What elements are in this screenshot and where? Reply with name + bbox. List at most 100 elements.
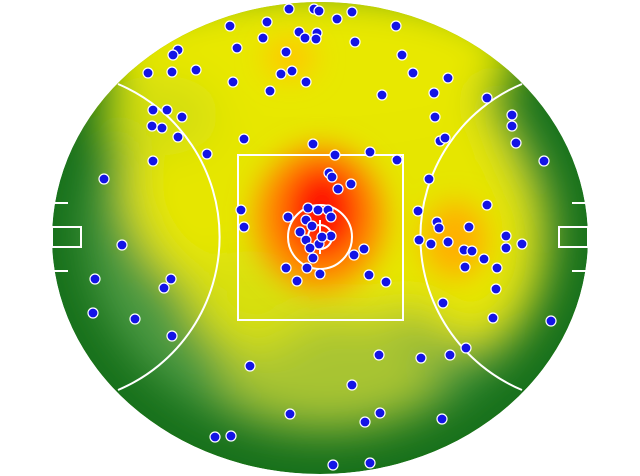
point	[363, 269, 375, 281]
point	[376, 89, 388, 101]
heatmap	[52, 2, 588, 474]
point	[413, 234, 425, 246]
point	[516, 238, 528, 250]
point	[412, 205, 424, 217]
point	[491, 262, 503, 274]
point	[310, 33, 322, 45]
point	[364, 146, 376, 158]
point	[478, 253, 490, 265]
point	[442, 72, 454, 84]
point	[374, 407, 386, 419]
point	[506, 120, 518, 132]
point	[312, 204, 324, 216]
point	[129, 313, 141, 325]
point	[307, 252, 319, 264]
point	[332, 183, 344, 195]
point	[428, 87, 440, 99]
point	[326, 171, 338, 183]
point	[172, 131, 184, 143]
point	[190, 64, 202, 76]
point	[282, 211, 294, 223]
point	[291, 275, 303, 287]
point	[433, 222, 445, 234]
point	[227, 76, 239, 88]
point	[302, 202, 314, 214]
point	[380, 276, 392, 288]
point	[275, 68, 287, 80]
point	[161, 104, 173, 116]
point	[391, 154, 403, 166]
point	[286, 65, 298, 77]
point	[304, 242, 316, 254]
point	[235, 204, 247, 216]
point	[300, 76, 312, 88]
point	[158, 282, 170, 294]
point	[429, 111, 441, 123]
point	[244, 360, 256, 372]
point	[201, 148, 213, 160]
point	[89, 273, 101, 285]
point	[280, 262, 292, 274]
point	[294, 226, 306, 238]
point	[166, 66, 178, 78]
point	[283, 3, 295, 15]
point	[257, 32, 269, 44]
point	[147, 155, 159, 167]
point	[98, 173, 110, 185]
point	[146, 120, 158, 132]
point	[510, 137, 522, 149]
point	[313, 5, 325, 17]
point	[176, 111, 188, 123]
point	[466, 245, 478, 257]
point	[87, 307, 99, 319]
point	[209, 431, 221, 443]
point	[307, 138, 319, 150]
point	[463, 221, 475, 233]
point	[423, 173, 435, 185]
point	[238, 221, 250, 233]
point	[500, 242, 512, 254]
point	[487, 312, 499, 324]
point	[346, 379, 358, 391]
point	[459, 261, 471, 273]
point	[331, 13, 343, 25]
point	[437, 297, 449, 309]
point	[364, 457, 376, 469]
point	[264, 85, 276, 97]
point	[231, 42, 243, 54]
point	[545, 315, 557, 327]
point	[116, 239, 128, 251]
point	[373, 349, 385, 361]
point	[301, 262, 313, 274]
point	[261, 16, 273, 28]
point	[167, 49, 179, 61]
point	[500, 230, 512, 242]
point	[481, 199, 493, 211]
point	[460, 342, 472, 354]
point	[359, 416, 371, 428]
point	[442, 236, 454, 248]
point	[325, 211, 337, 223]
point	[165, 273, 177, 285]
point	[147, 104, 159, 116]
point	[349, 36, 361, 48]
point	[346, 6, 358, 18]
point	[436, 413, 448, 425]
point	[481, 92, 493, 104]
point	[345, 178, 357, 190]
point	[348, 249, 360, 261]
point	[425, 238, 437, 250]
point	[284, 408, 296, 420]
point	[327, 459, 339, 471]
point	[506, 109, 518, 121]
point	[224, 20, 236, 32]
point	[238, 133, 250, 145]
point	[396, 49, 408, 61]
point	[415, 352, 427, 364]
point	[329, 149, 341, 161]
point	[538, 155, 550, 167]
point	[314, 268, 326, 280]
point	[316, 231, 328, 243]
point	[306, 220, 318, 232]
